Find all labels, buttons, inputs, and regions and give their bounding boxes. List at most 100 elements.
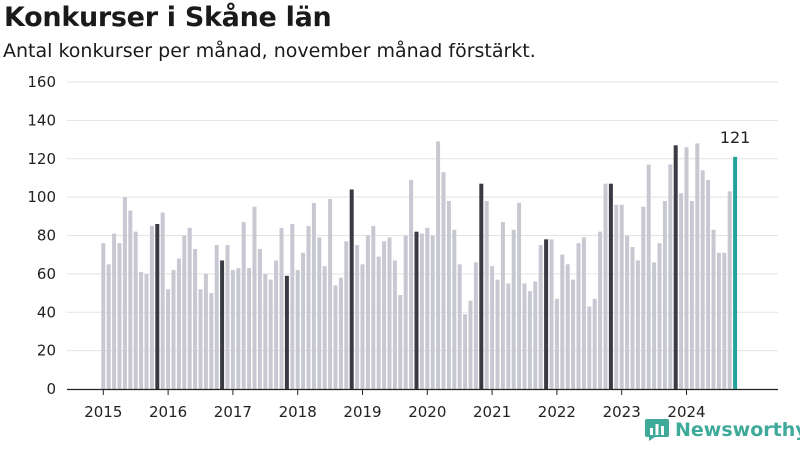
bar [392, 260, 397, 389]
bar [419, 233, 424, 389]
bar [517, 202, 522, 389]
bar [587, 306, 592, 389]
x-tick-label: 2024 [667, 403, 705, 421]
bar [317, 237, 322, 389]
chart-subtitle: Antal konkurser per månad, november måna… [3, 40, 536, 62]
bar [430, 235, 435, 389]
bar [193, 248, 198, 389]
bar [527, 291, 532, 389]
bar [101, 243, 106, 389]
bar [630, 247, 635, 389]
y-tick-label: 40 [37, 303, 56, 321]
bar [495, 279, 500, 389]
bar [463, 314, 468, 389]
bar [538, 245, 543, 389]
newsworthy-logo: Newsworthy [645, 419, 800, 441]
bar [160, 212, 165, 389]
bar-november [608, 183, 613, 389]
y-tick-label: 100 [27, 188, 56, 206]
bar [446, 200, 451, 389]
bar [376, 256, 381, 389]
bar [625, 235, 630, 389]
bar [274, 260, 279, 389]
bar [571, 279, 576, 389]
bar [371, 225, 376, 389]
bar [722, 252, 727, 389]
bar [576, 243, 581, 389]
bar [149, 225, 154, 389]
bar [592, 298, 597, 389]
bar [549, 239, 554, 389]
bar [257, 248, 262, 389]
x-tick-label: 2019 [343, 403, 381, 421]
bar [619, 204, 624, 389]
bar [182, 235, 187, 389]
bar [236, 268, 241, 389]
bar [295, 270, 300, 389]
bar [646, 164, 651, 389]
bar [635, 260, 640, 389]
bar-november [414, 231, 419, 389]
bar [533, 281, 538, 389]
bar [706, 179, 711, 389]
bar [112, 233, 117, 389]
bar [684, 147, 689, 389]
bar [727, 191, 732, 389]
x-tick-label: 2021 [473, 403, 511, 421]
bar [344, 241, 349, 389]
bar-november [220, 260, 225, 389]
bar [382, 241, 387, 389]
bar [468, 300, 473, 389]
bar [133, 231, 138, 389]
bar [598, 231, 603, 389]
bar-chart-logo-icon [645, 419, 669, 441]
bar [252, 206, 257, 389]
y-tick-label: 60 [37, 265, 56, 283]
bar [662, 200, 667, 389]
bar [171, 270, 176, 389]
latest-value-label: 121 [720, 128, 751, 147]
bar [522, 283, 527, 389]
bar [203, 273, 208, 389]
bar [511, 229, 516, 389]
bar [679, 193, 684, 389]
bar [279, 227, 284, 389]
bar [500, 222, 505, 389]
bar-november [284, 275, 289, 389]
bar [128, 210, 133, 389]
bar [652, 262, 657, 389]
bar [322, 266, 327, 389]
y-tick-label: 120 [27, 150, 56, 168]
axes: 0 20 40 60 80 100 120 140 160 121 2015 2016 2017 2018… [27, 73, 778, 421]
y-tick-label: 20 [37, 342, 56, 360]
bar [365, 235, 370, 389]
bar [139, 271, 144, 389]
bar [711, 229, 716, 389]
bar [338, 277, 343, 389]
bar-november [479, 183, 484, 389]
bar [328, 199, 333, 389]
bar [263, 273, 268, 389]
bar [122, 197, 127, 389]
bar [506, 283, 511, 389]
bar [490, 266, 495, 389]
bar [290, 223, 295, 389]
bar [144, 273, 149, 389]
bar-november [349, 189, 354, 389]
bar [484, 200, 489, 389]
bar [360, 264, 365, 389]
bar [176, 258, 181, 389]
bar [668, 164, 673, 389]
bar [614, 204, 619, 389]
y-tick-label: 80 [37, 227, 56, 245]
y-tick-label: 0 [46, 380, 56, 398]
bar [554, 298, 559, 389]
x-tick-label: 2016 [149, 403, 187, 421]
bar [689, 200, 694, 389]
chart-title: Konkurser i Skåne län [4, 2, 332, 33]
bar-november [155, 223, 160, 389]
x-tick-label: 2020 [408, 403, 446, 421]
bar [452, 229, 457, 389]
x-tick-label: 2023 [603, 403, 641, 421]
